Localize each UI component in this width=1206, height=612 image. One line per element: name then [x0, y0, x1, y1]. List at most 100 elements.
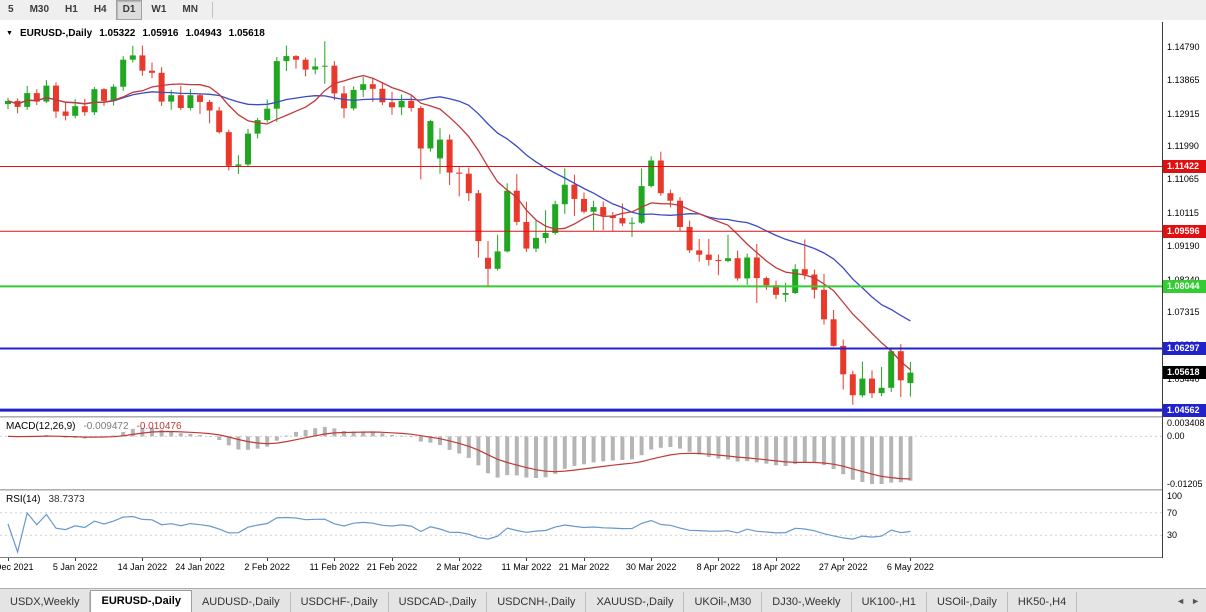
- date-axis-label: 8 Apr 2022: [696, 562, 741, 572]
- chart-window: ▼ EURUSD-,Daily 1.05322 1.05916 1.04943 …: [0, 20, 1206, 588]
- tab-usdx-weekly[interactable]: USDX,Weekly: [0, 592, 91, 612]
- symbol-label: EURUSD-,Daily: [19, 28, 93, 39]
- time-axis-line: [0, 557, 1206, 558]
- date-axis-tick: [392, 558, 393, 561]
- timeframe-button-5[interactable]: 5: [8, 4, 14, 15]
- indicator-axis-label: 100: [1167, 491, 1183, 501]
- price-axis-label: 1.11065: [1167, 174, 1199, 185]
- macd-signal-line: [7, 430, 911, 480]
- timeframe-button-D1[interactable]: D1: [115, 0, 143, 20]
- slow-ma-line: [7, 91, 911, 322]
- toolbar-separator: [211, 2, 213, 18]
- price-axis-label: 1.13865: [1167, 74, 1200, 85]
- price-axis[interactable]: 1.14790 1.13865 1.12915 1.11990 1.11065 1.101…: [1163, 22, 1206, 576]
- pane-separator-rsi[interactable]: [0, 489, 1206, 491]
- date-axis-tick: [718, 558, 720, 561]
- indicator-axis-label: 0.003408: [1167, 418, 1205, 428]
- macd-title: MACD(12,26,9): [6, 421, 76, 432]
- date-axis-tick: [910, 558, 912, 561]
- symbol-dropdown-icon[interactable]: ▼: [6, 30, 13, 37]
- date-axis-tick: [142, 558, 144, 561]
- date-axis-tick: [8, 558, 9, 561]
- ohlc-low: 1.04943: [185, 28, 222, 39]
- indicator-axis-label: 30: [1167, 530, 1178, 541]
- price-level-badge: 1.06297: [1163, 342, 1206, 355]
- rsi-title: RSI(14): [6, 494, 41, 505]
- ohlc-close: 1.05618: [228, 28, 265, 39]
- date-axis-label: 2 Mar 2022: [436, 562, 482, 572]
- tab-uk100-h1[interactable]: UK100-,H1: [851, 592, 927, 612]
- date-axis-tick: [267, 558, 269, 561]
- tab-dj30-weekly[interactable]: DJ30-,Weekly: [762, 592, 852, 612]
- tab-hk50-h4[interactable]: HK50-,H4: [1007, 592, 1078, 612]
- price-level-badge: 1.11422: [1163, 160, 1206, 173]
- price-axis-label: 1.12915: [1167, 108, 1200, 119]
- price-level-badge: 1.08044: [1163, 279, 1206, 293]
- date-axis-tick: [776, 558, 777, 561]
- date-axis-label: 6 May 2022: [886, 562, 934, 572]
- ohlc-high: 1.05916: [142, 28, 179, 39]
- time-axis[interactable]: 27 Dec 2021 5 Jan 2022 14 Jan 2022 24 Jan 2…: [0, 558, 1162, 578]
- tabs-scroll-right-button[interactable]: ►: [1191, 595, 1200, 606]
- price-axis-label: 1.07315: [1167, 307, 1200, 318]
- timeframe-toolbar: 5 M30 H1 H4 D1 W1 MN: [0, 0, 1206, 21]
- indicator-axis-label: 0.00: [1167, 431, 1185, 442]
- rsi-label: RSI(14) 38.7373: [6, 494, 85, 505]
- timeframe-button-H1[interactable]: H1: [65, 4, 78, 15]
- date-axis-label: 21 Mar 2022: [558, 562, 610, 572]
- symbol-ohlc-header[interactable]: ▼ EURUSD-,Daily 1.05322 1.05916 1.04943 …: [6, 28, 265, 39]
- date-axis-tick: [584, 558, 585, 561]
- date-axis-tick: [334, 558, 336, 561]
- timeframe-button-MN[interactable]: MN: [182, 4, 198, 15]
- date-axis-tick: [843, 558, 845, 561]
- macd-canvas[interactable]: [0, 418, 1162, 489]
- price-axis-label: 1.14790: [1167, 41, 1200, 52]
- price-level-badge: 1.04562: [1163, 403, 1206, 417]
- tab-xauusd-daily[interactable]: XAUUSD-,Daily: [586, 592, 685, 612]
- date-axis-label: 14 Jan 2022: [117, 562, 168, 572]
- price-axis-label: 1.10115: [1167, 207, 1199, 218]
- date-axis-tick: [459, 558, 461, 561]
- date-axis-label: 27 Dec 2021: [0, 562, 34, 572]
- macd-signal-value: -0.010476: [136, 421, 182, 432]
- macd-histogram: [15, 426, 913, 484]
- date-axis-label: 27 Apr 2022: [818, 562, 868, 572]
- price-axis-label: 1.11990: [1167, 141, 1199, 152]
- price-level-badge: 1.09596: [1163, 224, 1206, 238]
- timeframe-button-M30[interactable]: M30: [29, 4, 50, 15]
- date-axis-label: 11 Feb 2022: [309, 562, 360, 572]
- date-axis-tick: [651, 558, 653, 561]
- tab-eurusd-daily[interactable]: EURUSD-,Daily: [90, 590, 192, 612]
- date-axis-label: 30 Mar 2022: [625, 562, 677, 572]
- date-axis-label: 11 Mar 2022: [501, 562, 552, 572]
- tab-usdcad-daily[interactable]: USDCAD-,Daily: [388, 592, 488, 612]
- rsi-line: [7, 511, 911, 555]
- price-axis-separator-line: [1162, 22, 1163, 558]
- fast-ma-line: [7, 74, 911, 371]
- indicator-axis-label: 70: [1167, 507, 1178, 518]
- indicator-axis-label: -0.01205: [1167, 479, 1203, 489]
- candlesticks: [5, 41, 914, 405]
- price-axis-label: 1.09190: [1167, 240, 1200, 251]
- timeframe-button-H4[interactable]: H4: [93, 4, 107, 15]
- date-axis-label: 18 Apr 2022: [751, 562, 801, 572]
- timeframe-button-W1[interactable]: W1: [151, 4, 167, 15]
- rsi-canvas[interactable]: [0, 491, 1162, 557]
- pane-separator-macd[interactable]: [0, 416, 1206, 418]
- tabs-scroll-left-button[interactable]: ◄: [1176, 595, 1186, 606]
- chart-tab-bar: USDX,Weekly EURUSD-,Daily AUDUSD-,Daily USD…: [0, 588, 1206, 612]
- tab-scroll-arrows: ◄ ►: [1168, 589, 1206, 612]
- tab-audusd-daily[interactable]: AUDUSD-,Daily: [191, 592, 291, 612]
- rsi-value: 38.7373: [48, 494, 85, 505]
- tab-usdchf-daily[interactable]: USDCHF-,Daily: [290, 592, 389, 612]
- tab-usdcnh-daily[interactable]: USDCNH-,Daily: [487, 592, 587, 612]
- date-axis-tick: [200, 558, 201, 561]
- date-axis-label: 21 Feb 2022: [366, 562, 418, 572]
- tab-ukoil-m30[interactable]: UKOil-,M30: [684, 592, 763, 612]
- macd-label: MACD(12,26,9) -0.009472 -0.010476: [6, 421, 182, 432]
- price-chart-canvas[interactable]: [0, 22, 1162, 416]
- date-axis-label: 2 Feb 2022: [244, 562, 290, 572]
- tab-usoil-daily[interactable]: USOil-,Daily: [926, 592, 1008, 612]
- current-price-badge: 1.05618: [1163, 366, 1206, 380]
